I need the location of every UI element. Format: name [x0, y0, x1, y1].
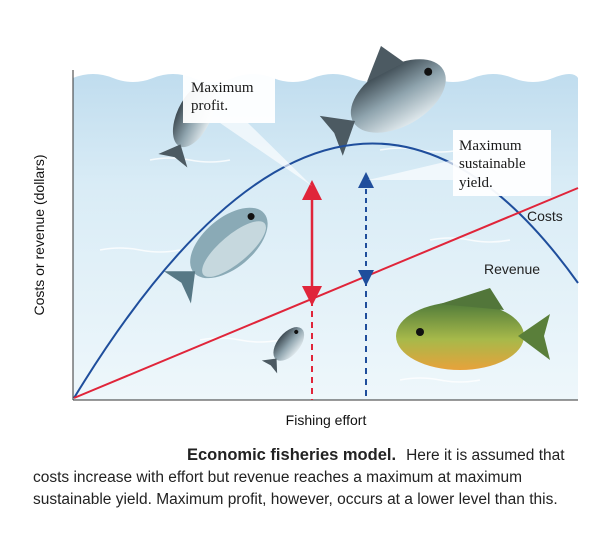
caption-title: Economic fisheries model.	[187, 446, 397, 464]
callout-msy: Maximum sustainable yield.	[368, 130, 551, 196]
fish-icon	[261, 327, 305, 374]
y-axis-label: Costs or revenue (dollars)	[31, 154, 47, 315]
fisheries-diagram: Maximum profit. Maximum sustainable yiel…	[31, 45, 579, 428]
callout-max-profit-line2: profit.	[191, 98, 228, 114]
callout-msy-line3: yield.	[459, 175, 493, 191]
caption-body: Here it is assumed that costs increase w…	[33, 447, 565, 508]
x-axis-label: Fishing effort	[286, 412, 367, 428]
callout-max-profit: Maximum profit.	[183, 71, 312, 186]
revenue-label: Revenue	[484, 261, 540, 277]
figure-caption: Economic fisheries model. Here it is assu…	[33, 444, 593, 511]
cost-line	[73, 187, 579, 399]
fish-icon	[163, 207, 268, 304]
fish-icon	[396, 288, 550, 370]
water-streaks	[99, 147, 511, 383]
callout-max-profit-line1: Maximum	[191, 80, 254, 96]
callout-msy-line1: Maximum	[459, 138, 522, 154]
callout-msy-line2: sustainable	[459, 156, 526, 172]
costs-label: Costs	[527, 208, 563, 224]
revenue-curve	[73, 142, 579, 399]
